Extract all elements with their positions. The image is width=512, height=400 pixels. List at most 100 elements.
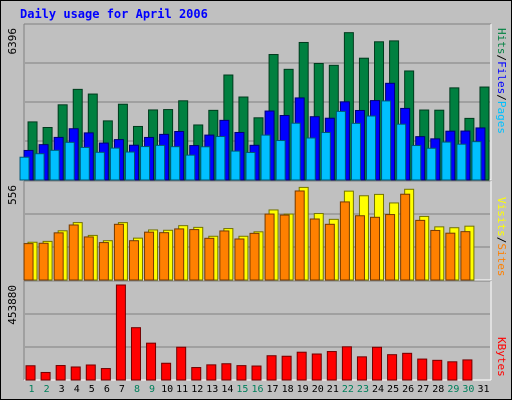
bar-kbytes-day-23: [356, 356, 367, 381]
bar-pages-day-30: [456, 143, 467, 181]
day-label-3: 3: [59, 384, 65, 395]
bar-sites-day-18: [279, 214, 290, 281]
bar-pages-day-26: [396, 123, 407, 181]
bar-sites-day-3: [53, 232, 64, 281]
day-label-8: 8: [134, 384, 140, 395]
bar-kbytes-day-30: [462, 359, 473, 381]
legend-visits: Visits: [495, 197, 508, 237]
bar-kbytes-day-29: [447, 361, 458, 381]
bar-kbytes-day-26: [402, 352, 413, 381]
legend-label: Hits/Files/Pages: [495, 28, 508, 134]
bar-pages-day-31: [471, 141, 482, 181]
day-label-17: 17: [267, 384, 279, 395]
legend-label: Visits/Sites: [495, 197, 508, 277]
bar-kbytes-day-13: [206, 364, 217, 381]
legend-kbytes: KBytes: [495, 337, 508, 377]
day-label-1: 1: [29, 384, 35, 395]
panel-kbytes-bg: [24, 281, 491, 380]
bar-kbytes-day-27: [417, 358, 428, 381]
bar-kbytes-day-6: [100, 368, 111, 381]
bar-sites-day-11: [174, 228, 185, 281]
day-label-9: 9: [149, 384, 155, 395]
bar-pages-day-2: [34, 153, 45, 181]
bar-pages-day-29: [441, 141, 452, 181]
bar-kbytes-day-15: [236, 365, 247, 381]
bar-sites-day-2: [38, 242, 49, 281]
chart-title: Daily usage for April 2006: [20, 7, 208, 21]
bar-kbytes-day-14: [221, 363, 232, 381]
bar-kbytes-day-24: [372, 346, 383, 381]
bar-kbytes-day-25: [387, 354, 398, 381]
bar-sites-day-23: [354, 215, 365, 281]
day-label-23: 23: [357, 384, 369, 395]
y-max-label-hits-files-pages: 6396: [6, 28, 19, 55]
bar-sites-day-26: [400, 193, 411, 281]
day-label-28: 28: [432, 384, 444, 395]
bar-kbytes-day-11: [176, 346, 187, 381]
bar-sites-day-7: [113, 223, 124, 281]
bar-pages-day-7: [109, 147, 120, 181]
y-max-label-kbytes: 453880: [6, 285, 19, 325]
bar-kbytes-day-8: [130, 327, 141, 381]
bar-pages-day-14: [215, 136, 226, 181]
day-label-18: 18: [282, 384, 294, 395]
day-label-20: 20: [312, 384, 324, 395]
bar-pages-day-15: [230, 150, 241, 181]
bar-kbytes-day-5: [85, 364, 96, 381]
bar-sites-day-5: [83, 236, 94, 281]
day-label-30: 30: [462, 384, 474, 395]
day-label-7: 7: [119, 384, 125, 395]
bar-pages-day-8: [124, 151, 135, 181]
bar-sites-day-10: [159, 232, 170, 281]
bar-pages-day-10: [155, 144, 166, 181]
bar-pages-day-9: [140, 146, 151, 181]
bar-pages-day-23: [350, 122, 361, 181]
bar-kbytes-day-16: [251, 365, 262, 381]
bar-pages-day-18: [275, 140, 286, 181]
bar-pages-day-6: [94, 151, 105, 181]
day-label-5: 5: [89, 384, 95, 395]
bar-kbytes-day-3: [55, 365, 66, 381]
bar-pages-day-4: [64, 141, 75, 181]
bar-sites-day-20: [309, 218, 320, 281]
day-label-29: 29: [447, 384, 459, 395]
bar-sites-day-12: [189, 229, 200, 281]
bar-sites-day-16: [249, 232, 260, 281]
bar-kbytes-day-2: [40, 371, 51, 381]
bar-kbytes-day-18: [281, 355, 292, 381]
bar-kbytes-day-17: [266, 355, 277, 381]
bar-pages-day-25: [381, 100, 392, 181]
bar-kbytes-day-4: [70, 366, 81, 381]
legend-slash: /: [495, 94, 508, 101]
bar-kbytes-day-7: [115, 284, 126, 381]
bar-sites-day-1: [23, 243, 34, 281]
day-label-21: 21: [327, 384, 339, 395]
bar-sites-day-25: [385, 214, 396, 281]
bar-pages-day-5: [79, 146, 90, 181]
bar-sites-day-4: [68, 224, 79, 281]
bar-sites-day-30: [460, 231, 471, 281]
legend-pages: Pages: [495, 101, 508, 134]
bar-pages-day-1: [19, 156, 30, 181]
day-label-19: 19: [297, 384, 309, 395]
day-label-10: 10: [161, 384, 173, 395]
bar-kbytes-day-28: [432, 359, 443, 381]
bar-pages-day-27: [411, 145, 422, 181]
bar-pages-day-11: [170, 146, 181, 181]
day-label-11: 11: [176, 384, 188, 395]
bar-sites-day-14: [219, 230, 230, 281]
bar-kbytes-day-21: [326, 351, 337, 381]
bar-sites-day-15: [234, 238, 245, 281]
legend-slash: /: [495, 237, 508, 244]
bar-pages-day-21: [320, 132, 331, 181]
bar-sites-day-13: [204, 237, 215, 281]
bar-kbytes-day-10: [161, 362, 172, 381]
day-label-16: 16: [251, 384, 263, 395]
legend-sites: Sites: [495, 243, 508, 276]
bar-pages-day-3: [49, 149, 60, 181]
day-label-6: 6: [104, 384, 110, 395]
bar-sites-day-17: [264, 213, 275, 281]
day-label-26: 26: [402, 384, 414, 395]
bar-sites-day-22: [339, 201, 350, 281]
